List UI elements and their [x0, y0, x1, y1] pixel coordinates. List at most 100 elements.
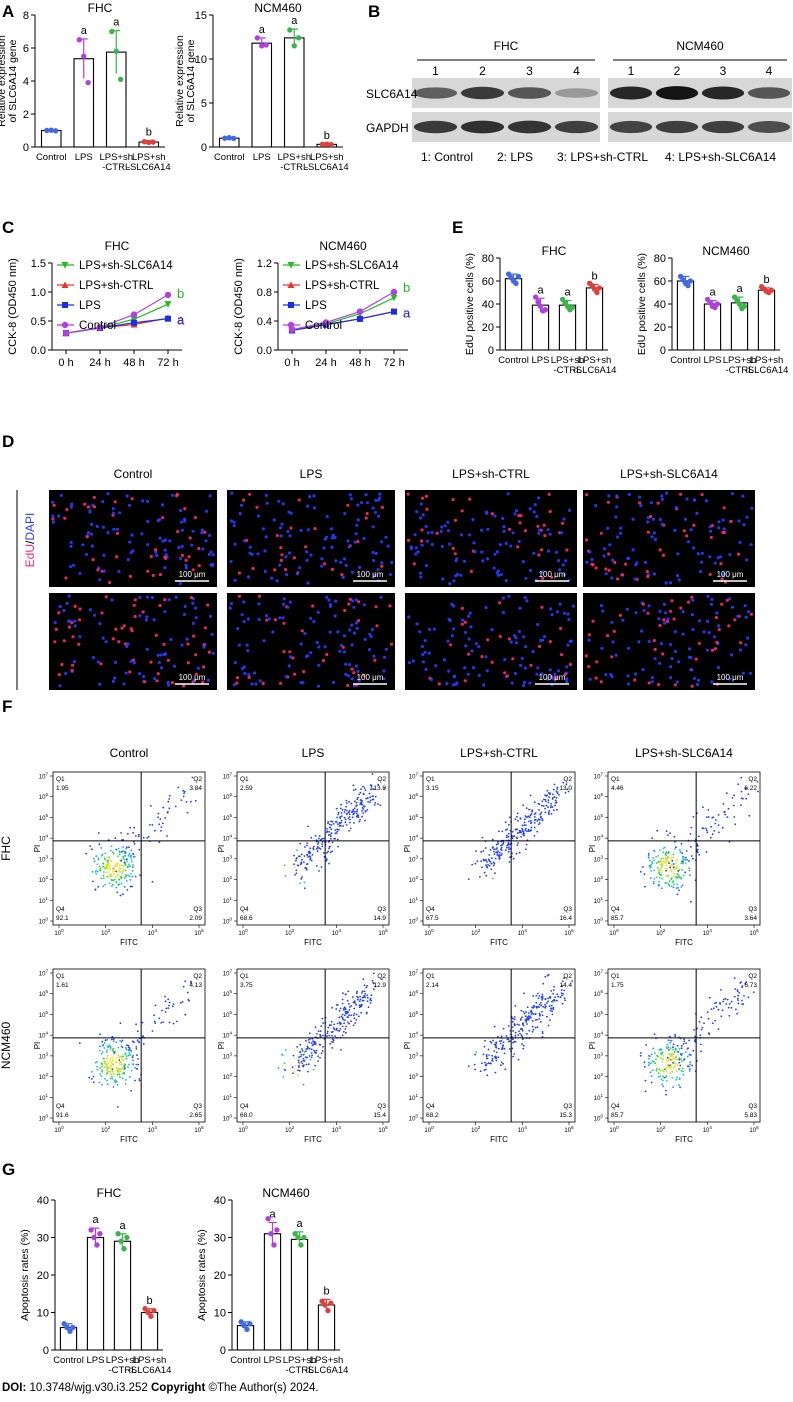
flow-y-tick-label: 101: [223, 1093, 233, 1102]
flow-event: [345, 824, 348, 826]
flow-event: [699, 1043, 702, 1046]
flow-event: [667, 1046, 670, 1049]
data-point: [151, 1307, 157, 1314]
flow-event: [118, 1056, 121, 1059]
flow-event: [672, 886, 675, 889]
edu-cell: [460, 622, 464, 626]
dapi-cell: [718, 555, 723, 559]
dapi-cell: [423, 639, 427, 643]
x-tick-label: LPS: [264, 1355, 282, 1366]
blot-band: [655, 86, 699, 100]
flow-event: [118, 1073, 121, 1076]
flow-event: [509, 843, 512, 846]
flow-event: [689, 1063, 691, 1066]
dapi-cell: [178, 582, 182, 586]
flow-event: [120, 1045, 123, 1048]
flow-event: [709, 836, 712, 839]
flow-event: [128, 1051, 131, 1054]
edu-cell: [490, 512, 494, 516]
flow-event: [741, 999, 743, 1002]
flow-event: [538, 823, 540, 826]
flow-event: [555, 796, 558, 799]
flow-event: [745, 787, 747, 790]
flow-y-tick-exp: 0: [600, 917, 603, 922]
flow-event: [110, 875, 113, 878]
dapi-cell: [511, 531, 515, 535]
flow-event: [662, 1085, 664, 1088]
flow-event: [688, 1039, 690, 1042]
flow-event: [168, 1001, 171, 1004]
chart-title: NCM460: [319, 239, 367, 253]
flow-event: [354, 1002, 357, 1004]
dapi-cell: [650, 680, 654, 684]
significance-label: a: [113, 17, 120, 29]
dapi-cell: [666, 617, 670, 621]
flow-event: [118, 850, 121, 852]
dapi-cell: [567, 508, 572, 512]
edu-cell: [559, 653, 564, 657]
flow-event: [692, 1049, 695, 1052]
flow-event: [668, 1057, 671, 1060]
edu-cell: [697, 641, 702, 645]
edu-cell: [547, 492, 551, 496]
dapi-cell: [208, 614, 213, 619]
x-tick-label-line: -SLC6A14: [305, 162, 349, 173]
stain-label-dapi: DAPI: [23, 513, 37, 541]
dapi-cell: [660, 494, 664, 498]
flow-event: [679, 876, 682, 879]
flow-event: [96, 870, 99, 873]
flow-event: [109, 1046, 112, 1049]
flow-event: [101, 1044, 104, 1047]
quadrant-value: 92.1: [56, 915, 69, 922]
flow-event: [335, 1004, 338, 1006]
dapi-cell: [163, 566, 167, 570]
flow-event: [665, 854, 667, 857]
flow-event: [522, 830, 525, 833]
flow-event: [471, 863, 474, 866]
flow-event: [500, 1035, 503, 1038]
data-point: [85, 79, 91, 86]
flow-event: [121, 1077, 124, 1079]
flow-y-tick-exp: 5: [600, 813, 603, 818]
legend-label: LPS+sh-SLC6A14: [79, 260, 173, 272]
flow-event: [106, 1068, 108, 1070]
flow-event: [328, 823, 331, 826]
dapi-cell: [604, 673, 608, 677]
flow-event: [669, 866, 671, 869]
flow-event: [340, 812, 343, 814]
flow-event: [127, 874, 130, 877]
flow-event: [715, 1001, 717, 1004]
dapi-cell: [111, 679, 115, 684]
flow-event: [493, 848, 495, 851]
flow-x-tick-label: 106: [194, 1125, 204, 1134]
flow-event: [562, 993, 565, 995]
flow-event: [639, 1054, 642, 1057]
flow-event: [115, 1056, 118, 1059]
flow-event: [327, 821, 330, 823]
flow-event: [548, 813, 550, 816]
dapi-cell: [662, 602, 667, 607]
flow-event: [350, 1014, 353, 1017]
bar: [558, 304, 577, 351]
lane-number: 2: [674, 64, 681, 78]
flow-event: [514, 828, 517, 831]
flow-event: [497, 842, 500, 845]
flow-event: [728, 1014, 731, 1017]
edu-cell: [540, 548, 544, 552]
dapi-cell: [204, 539, 208, 543]
flow-event: [367, 801, 369, 803]
flow-event: [296, 857, 298, 859]
edu-cell: [247, 675, 251, 680]
flow-event: [667, 883, 670, 885]
flow-event: [672, 1043, 675, 1046]
flow-event: [124, 851, 127, 854]
dapi-cell: [485, 511, 489, 515]
data-point: [324, 141, 330, 147]
protein-label: GAPDH: [366, 121, 409, 135]
dapi-cell: [706, 619, 710, 623]
x-tick-label-line: -CTRL: [102, 162, 130, 173]
flow-event: [736, 989, 739, 992]
flow-event: [671, 1058, 673, 1061]
dapi-cell: [686, 540, 691, 544]
